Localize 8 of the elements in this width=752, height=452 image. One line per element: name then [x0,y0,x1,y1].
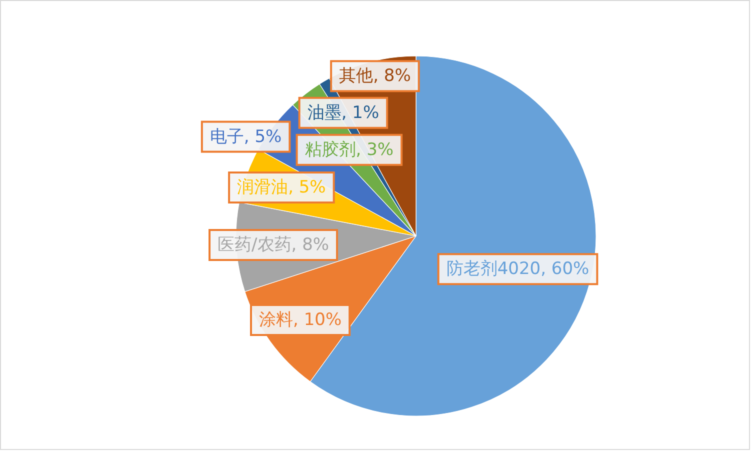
slice-label: 其他, 8% [339,66,411,86]
slice-label: 医药/农药, 8% [218,234,330,255]
slice-label: 粘胶剂, 3% [304,140,394,160]
slice-label: 电子, 5% [210,126,282,147]
slice-label: 油墨, 1% [307,102,380,123]
slice-label: 润滑油, 5% [237,178,326,198]
slice-label: 防老剂4020, 60% [446,259,590,280]
slice-label: 涂料, 10% [259,310,342,330]
